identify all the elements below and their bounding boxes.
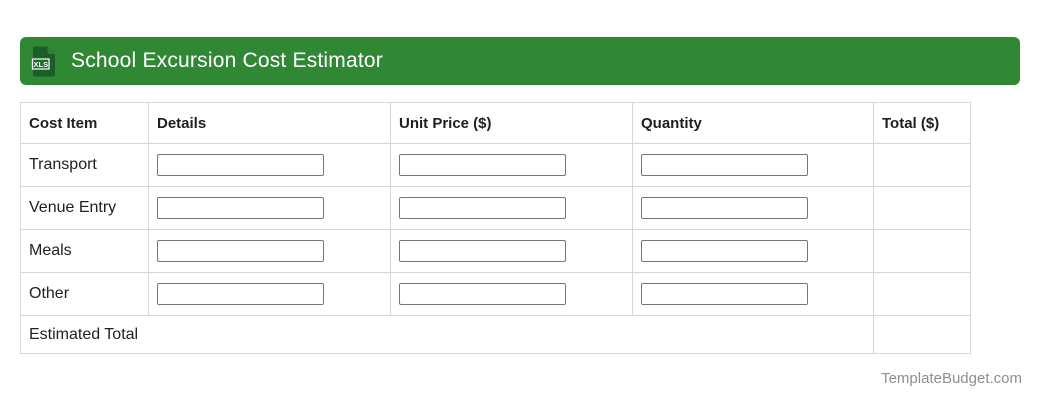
table-row-meals: Meals (20, 229, 971, 273)
table-row-other: Other (20, 272, 971, 316)
table-row-transport: Transport (20, 143, 971, 187)
meals-details-input[interactable] (157, 240, 324, 262)
venue-entry-details-input[interactable] (157, 197, 324, 219)
row-label-meals: Meals (20, 229, 149, 273)
transport-total-cell (873, 143, 971, 187)
xls-icon-label: XLS (34, 59, 49, 68)
meals-total-cell (873, 229, 971, 273)
row-label-transport: Transport (20, 143, 149, 187)
other-details-input[interactable] (157, 283, 324, 305)
other-quantity-input[interactable] (641, 283, 808, 305)
estimated-total-value-cell (873, 315, 971, 354)
column-header-unit-price: Unit Price ($) (390, 102, 633, 144)
transport-details-input[interactable] (157, 154, 324, 176)
header-bar: XLS School Excursion Cost Estimator (20, 37, 1020, 85)
venue-entry-unit-price-input[interactable] (399, 197, 566, 219)
cost-estimator-table: Cost Item Details Unit Price ($) Quantit… (20, 102, 971, 354)
column-header-total: Total ($) (873, 102, 971, 144)
venue-entry-total-cell (873, 186, 971, 230)
venue-entry-quantity-input[interactable] (641, 197, 808, 219)
other-total-cell (873, 272, 971, 316)
estimated-total-label: Estimated Total (20, 315, 874, 354)
column-header-cost-item: Cost Item (20, 102, 149, 144)
meals-quantity-input[interactable] (641, 240, 808, 262)
transport-unit-price-input[interactable] (399, 154, 566, 176)
column-header-quantity: Quantity (632, 102, 874, 144)
table-row-venue-entry: Venue Entry (20, 186, 971, 230)
other-unit-price-input[interactable] (399, 283, 566, 305)
table-header-row: Cost Item Details Unit Price ($) Quantit… (20, 102, 971, 144)
xls-file-icon: XLS (31, 46, 55, 76)
page-title: School Excursion Cost Estimator (71, 49, 383, 72)
template-credit: TemplateBudget.com (881, 370, 1022, 387)
column-header-details: Details (148, 102, 391, 144)
table-row-estimated-total: Estimated Total (20, 315, 971, 354)
transport-quantity-input[interactable] (641, 154, 808, 176)
row-label-venue-entry: Venue Entry (20, 186, 149, 230)
meals-unit-price-input[interactable] (399, 240, 566, 262)
row-label-other: Other (20, 272, 149, 316)
